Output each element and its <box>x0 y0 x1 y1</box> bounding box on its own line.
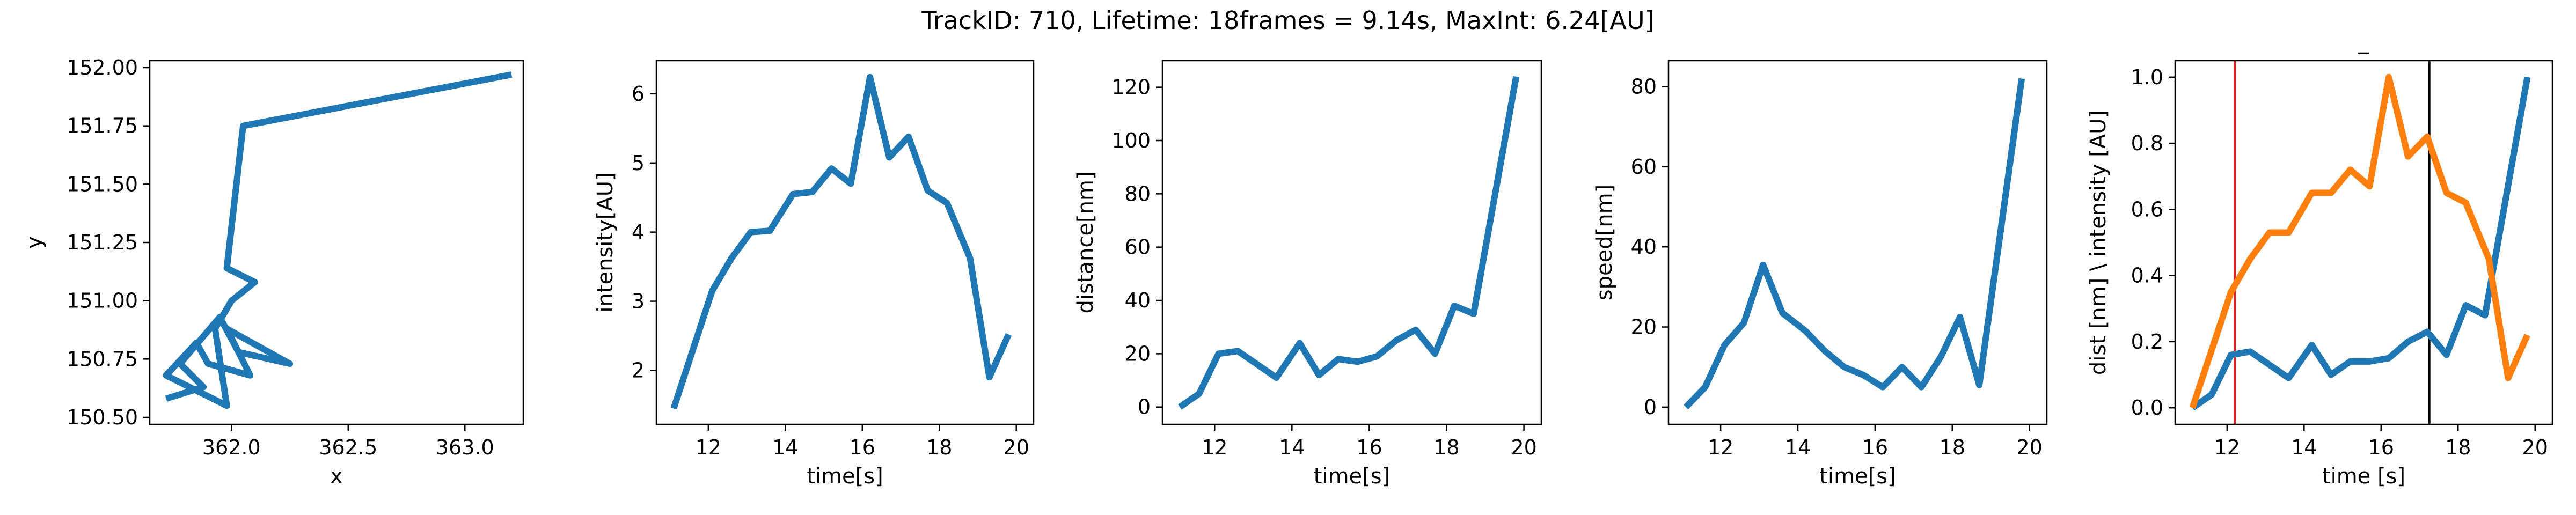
y-tick-label: 0.6 <box>2131 197 2163 221</box>
figure-suptitle: TrackID: 710, Lifetime: 18frames = 9.14s… <box>921 6 1654 35</box>
y-tick-label: 0.4 <box>2131 264 2163 288</box>
series-line-1 <box>670 73 1012 410</box>
y-tick-label: 120 <box>1111 76 1151 99</box>
y-tick-label: 150.75 <box>67 347 138 371</box>
x-tick-label: 362.5 <box>319 436 377 459</box>
x-tick-label: 18 <box>1940 436 1965 459</box>
y-tick-label: 0 <box>1644 395 1657 419</box>
y-tick-label: 60 <box>1125 236 1151 259</box>
y-tick-label: 60 <box>1631 155 1657 179</box>
y-axis-label: distance[nm] <box>1073 171 1098 313</box>
y-tick-label: 100 <box>1111 129 1151 152</box>
series-line-1 <box>1177 76 1520 410</box>
x-axis-label: x <box>330 464 343 489</box>
axes-frame <box>149 60 524 425</box>
y-tick-label: 152.00 <box>67 56 138 79</box>
axes-frame <box>2174 60 2553 425</box>
x-tick-label: 362.0 <box>202 436 261 459</box>
series-line-1 <box>1684 78 2025 410</box>
x-tick-label: 16 <box>1862 436 1888 459</box>
y-tick-label: 6 <box>632 82 645 106</box>
x-axis-label: time [s] <box>2322 464 2405 489</box>
y-tick-label: 3 <box>632 290 645 313</box>
subplot-title: _ <box>2358 30 2370 54</box>
x-axis-label: time[s] <box>1314 464 1390 489</box>
x-tick-label: 14 <box>1279 436 1305 459</box>
y-tick-label: 151.25 <box>67 231 138 254</box>
axes-frame <box>1667 60 2048 425</box>
y-tick-label: 0 <box>1138 395 1151 419</box>
y-axis-label: y <box>22 236 47 249</box>
x-tick-label: 20 <box>2522 436 2548 459</box>
axes-frame <box>655 60 1035 425</box>
subplot-1: 362.0 362.5 363.0 150.50 150.75 151.00 151.25 1… <box>22 56 524 489</box>
x-tick-label: 12 <box>696 436 721 459</box>
x-tick-label: 18 <box>2445 436 2471 459</box>
y-tick-label: 40 <box>1631 235 1657 259</box>
x-tick-label: 14 <box>772 436 798 459</box>
y-tick-label: 151.50 <box>67 172 138 196</box>
y-tick-label: 2 <box>632 358 645 382</box>
axes-frame <box>1161 60 1542 425</box>
y-tick-label: 5 <box>632 151 645 175</box>
subplot-4: 12 14 16 18 20 0 20 40 60 80 time[s] speed[nm] <box>1592 60 2048 489</box>
y-tick-label: 20 <box>1125 342 1151 365</box>
x-tick-label: 14 <box>1785 436 1811 459</box>
y-tick-label: 80 <box>1125 182 1151 205</box>
x-axis-label: time[s] <box>807 464 883 489</box>
y-tick-label: 4 <box>632 220 645 244</box>
y-tick-label: 0.2 <box>2131 330 2163 354</box>
x-tick-label: 16 <box>850 436 875 459</box>
x-tick-label: 14 <box>2291 436 2317 459</box>
x-tick-label: 12 <box>1708 436 1733 459</box>
y-tick-label: 151.75 <box>67 114 138 138</box>
y-tick-label: 20 <box>1631 315 1657 339</box>
series-line-2 <box>2189 73 2530 409</box>
y-tick-label: 0.8 <box>2131 131 2163 155</box>
x-tick-label: 363.0 <box>436 436 494 459</box>
y-axis-label: speed[nm] <box>1592 185 1617 300</box>
y-axis-label: dist [nm] \ intensity [AU] <box>2086 110 2111 375</box>
y-axis-label: intensity[AU] <box>593 172 618 312</box>
y-tick-label: 80 <box>1631 75 1657 99</box>
y-tick-label: 150.50 <box>67 406 138 429</box>
y-tick-label: 151.00 <box>67 289 138 313</box>
subplot-3: 12 14 16 18 20 0 20 40 60 80 100 120 time[s] distance… <box>1073 60 1542 489</box>
x-tick-label: 16 <box>2368 436 2394 459</box>
x-tick-label: 20 <box>2016 436 2042 459</box>
series-line-1 <box>2190 76 2531 411</box>
series-line-1 <box>163 71 513 409</box>
x-tick-label: 12 <box>1202 436 1227 459</box>
x-axis-label: time[s] <box>1819 464 1896 489</box>
x-tick-label: 20 <box>1004 436 1029 459</box>
x-tick-label: 18 <box>926 436 952 459</box>
y-tick-label: 0.0 <box>2131 396 2163 420</box>
subplot-2: 12 14 16 18 20 2 3 4 5 6 time[s] intensity[AU] <box>593 60 1035 489</box>
x-tick-label: 18 <box>1433 436 1459 459</box>
y-tick-label: 1.0 <box>2131 65 2163 89</box>
x-tick-label: 16 <box>1356 436 1382 459</box>
x-tick-label: 12 <box>2214 436 2240 459</box>
x-tick-label: 20 <box>1511 436 1536 459</box>
y-tick-label: 40 <box>1125 289 1151 312</box>
subplot-5: 12 14 16 18 20 0.0 0.2 0.4 0.6 0.8 1.0 time [s] dist… <box>2086 30 2553 489</box>
